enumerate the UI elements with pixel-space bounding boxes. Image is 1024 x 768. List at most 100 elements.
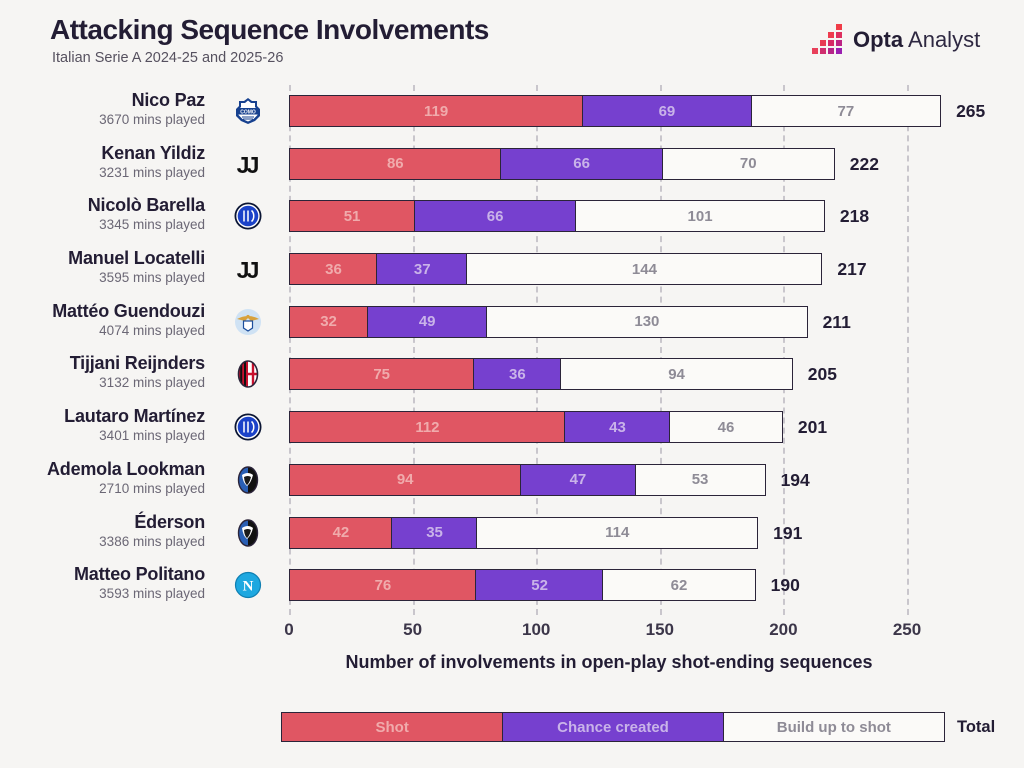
segment-value: 144 (631, 260, 657, 278)
segment-value: 114 (605, 524, 630, 541)
stacked-bar: 75 36 94 (289, 358, 793, 391)
bar-segment-shot: 75 (289, 358, 475, 391)
player-mins: 3593 mins played (99, 586, 205, 602)
total-value: 218 (839, 206, 870, 227)
segment-value: 101 (687, 207, 713, 225)
stacked-bar: 119 69 77 (289, 95, 942, 127)
stacked-bar: 51 66 101 (289, 200, 825, 233)
player-info: Mattéo Guendouzi 4074 mins played (0, 301, 205, 338)
total-value: 217 (837, 259, 867, 280)
total-value: 194 (780, 469, 810, 490)
segment-value: 94 (668, 365, 685, 383)
player-info: Nico Paz 3670 mins played (0, 90, 205, 127)
total-value: 265 (956, 101, 986, 121)
team-badge-icon (233, 201, 263, 231)
player-mins: 3401 mins played (99, 428, 205, 444)
segment-value: 35 (426, 524, 443, 541)
segment-value: 47 (569, 471, 587, 489)
stacked-bar: 112 43 46 (289, 411, 783, 444)
bar-segment-build-up: 94 (560, 358, 793, 391)
segment-value: 77 (837, 102, 855, 120)
brand-wordmark: Opta Analyst (853, 27, 980, 53)
gridline (289, 85, 291, 615)
bar-segment-chance-created: 69 (581, 95, 753, 127)
brand-analyst: Analyst (908, 27, 981, 52)
player-mins: 3595 mins played (99, 270, 205, 286)
gridline (412, 85, 415, 615)
legend: Shot Chance created Build up to shot (281, 712, 945, 742)
player-row: Tijjani Reijnders 3132 mins played 75 36… (0, 348, 1024, 401)
stacked-bar: 94 47 53 (289, 463, 766, 496)
segment-value: 51 (343, 207, 361, 225)
segment-value: 70 (739, 155, 757, 173)
segment-value: 49 (418, 313, 436, 331)
player-info: Nicolò Barella 3345 mins played (0, 195, 205, 232)
opta-squares-icon (812, 24, 844, 56)
segment-value: 76 (374, 576, 392, 594)
stacked-bar: 42 35 114 (289, 516, 759, 549)
bar-segment-build-up: 101 (575, 200, 825, 233)
svg-text:J: J (237, 152, 250, 178)
player-mins: 3132 mins played (99, 375, 205, 391)
player-row: Mattéo Guendouzi 4074 mins played 32 49 … (0, 296, 1024, 349)
x-tick-label: 0 (284, 620, 294, 639)
x-tick-label: 200 (769, 620, 798, 639)
legend-item-chance-created: Chance created (501, 712, 725, 742)
stacked-bar: 36 37 144 (289, 253, 823, 286)
bar-segment-build-up: 46 (669, 411, 783, 444)
total-value: 190 (770, 575, 800, 596)
bar-segment-build-up: 70 (661, 147, 835, 180)
total-value: 205 (807, 364, 837, 385)
player-info: Lautaro Martínez 3401 mins played (0, 406, 205, 443)
player-mins: 4074 mins played (99, 322, 205, 338)
page-title: Attacking Sequence Involvements (50, 14, 489, 45)
player-row: Nicolò Barella 3345 mins played 51 66 10… (0, 190, 1024, 243)
gridline (659, 85, 662, 615)
svg-text:N: N (243, 579, 254, 595)
player-name: Kenan Yildiz (101, 142, 205, 163)
page-subtitle: Italian Serie A 2024-25 and 2025-26 (52, 50, 284, 66)
team-badge-icon (233, 359, 263, 389)
player-row: Matteo Politano 3593 mins played N 76 52… (0, 559, 1024, 612)
player-mins: 2710 mins played (99, 480, 205, 496)
player-row: Nico Paz 3670 mins played COMO 119 69 77… (0, 85, 1024, 138)
bar-segment-shot: 86 (289, 147, 502, 180)
segment-value: 75 (373, 365, 391, 383)
total-value: 201 (797, 417, 828, 438)
player-name: Matteo Politano (74, 564, 205, 585)
player-info: Manuel Locatelli 3595 mins played (0, 248, 205, 285)
player-row: Éderson 3386 mins played 42 35 114 191 (0, 507, 1024, 560)
player-info: Éderson 3386 mins played (0, 512, 205, 549)
x-tick-label: 250 (892, 620, 922, 639)
player-name: Tijjani Reijnders (69, 353, 206, 374)
segment-value: 46 (717, 418, 735, 436)
player-row: Lautaro Martínez 3401 mins played 112 43… (0, 401, 1024, 454)
svg-text:COMO: COMO (240, 109, 256, 115)
x-tick-label: 150 (645, 620, 674, 639)
x-tick-label: 50 (403, 620, 423, 639)
stacked-bar: 76 52 62 (289, 569, 756, 602)
team-badge-icon (233, 518, 263, 548)
total-value: 191 (773, 522, 803, 543)
svg-text:J: J (247, 152, 260, 178)
x-axis-label: Number of involvements in open-play shot… (345, 652, 873, 672)
team-badge-icon: COMO (233, 96, 263, 126)
bar-segment-build-up: 62 (602, 569, 756, 602)
total-value: 222 (849, 153, 879, 174)
player-name: Manuel Locatelli (68, 248, 205, 269)
segment-value: 86 (386, 155, 404, 173)
segment-value: 36 (509, 365, 526, 383)
gridline (536, 85, 539, 615)
player-row: Ademola Lookman 2710 mins played 94 47 5… (0, 454, 1024, 507)
bar-segment-shot: 94 (289, 463, 522, 496)
player-info: Kenan Yildiz 3231 mins played (0, 143, 205, 180)
bar-segment-build-up: 77 (750, 95, 942, 127)
player-name: Nico Paz (131, 90, 206, 110)
bar-segment-shot: 36 (289, 253, 378, 286)
plot-area (289, 85, 909, 615)
segment-value: 43 (609, 418, 626, 436)
player-info: Ademola Lookman 2710 mins played (0, 459, 205, 496)
